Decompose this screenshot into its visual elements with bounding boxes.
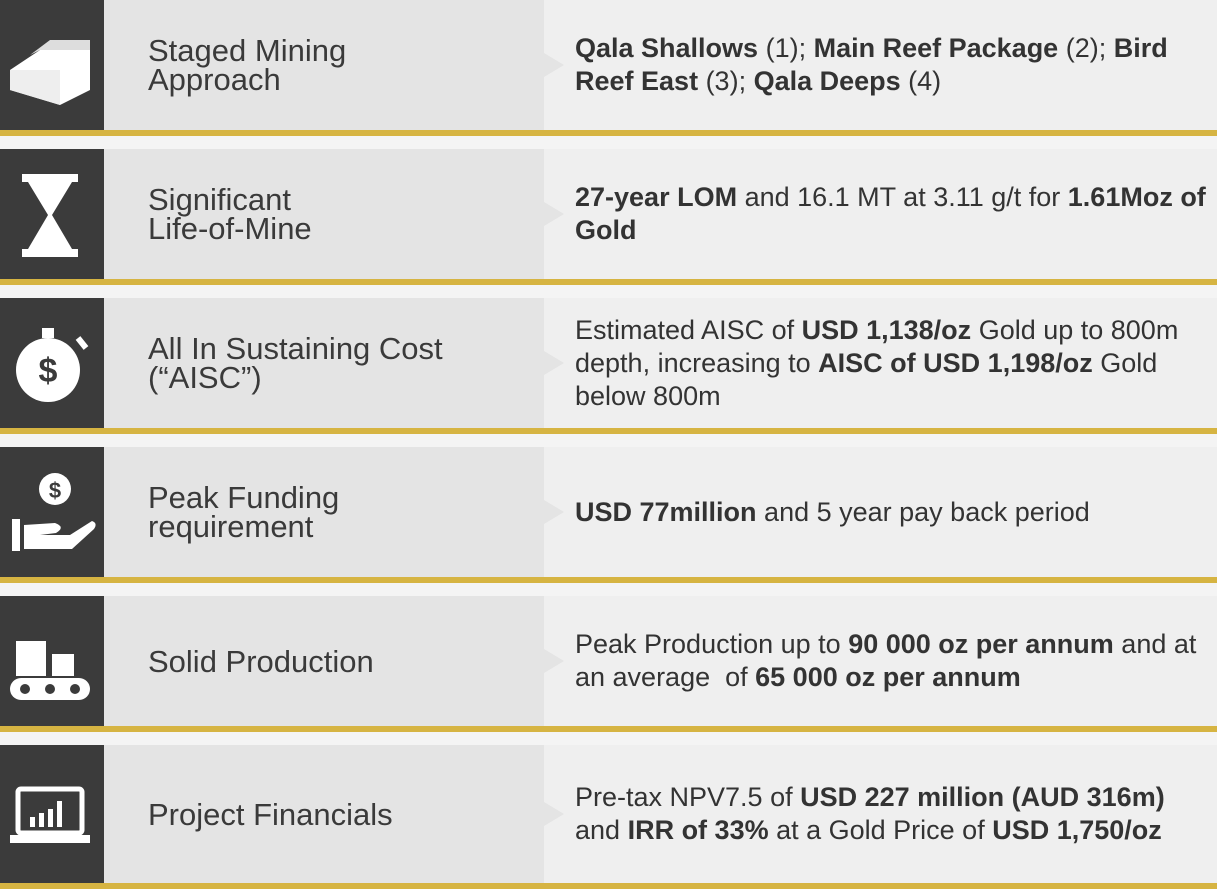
description-segment: Bird Reef East <box>575 33 1176 96</box>
chevron <box>544 802 564 826</box>
label-line: Significant <box>148 182 292 217</box>
row: Project Financials Pre-tax NPV7.5 of USD … <box>0 745 1217 889</box>
description-segment: Peak Production up to <box>575 629 849 659</box>
icon <box>0 149 104 279</box>
gold-divider <box>0 279 1217 285</box>
svg-text:$: $ <box>39 352 58 390</box>
gold-divider <box>0 428 1217 434</box>
icon-graphic <box>10 40 90 105</box>
description: Qala Shallows (1); Main Reef Package (2)… <box>575 32 1207 98</box>
icon: $ <box>0 298 104 428</box>
label-background <box>104 596 544 726</box>
label: Project Financials <box>148 796 393 832</box>
label: Peak Funding requirement <box>148 480 340 544</box>
label-background <box>104 298 544 428</box>
label-background <box>104 745 544 883</box>
icon-graphic: $ <box>12 473 96 551</box>
description-segment: at a Gold Price of <box>768 815 993 845</box>
description-segment: Qala Shallows <box>575 33 759 63</box>
description-segment: USD 1,138/oz <box>801 314 972 345</box>
icon <box>0 745 104 883</box>
icon-graphic: $ <box>16 328 89 402</box>
label: Significant Life-of-Mine <box>148 182 312 246</box>
description-segment: Pre-tax NPV7.5 of <box>575 782 801 812</box>
description-segment: (2); <box>1058 33 1114 63</box>
icon-graphic <box>22 174 78 257</box>
description-background <box>544 447 1217 577</box>
row: Staged Mining Approach Qala Shallows (1); … <box>0 0 1217 136</box>
description-segment: (3); <box>698 66 754 96</box>
description-segment: (1); <box>758 33 814 63</box>
description: 27-year LOM and 16.1 MT at 3.11 g/t for … <box>575 181 1207 247</box>
label-line: Life-of-Mine <box>148 211 312 246</box>
chevron <box>544 649 564 673</box>
gold-divider <box>0 726 1217 732</box>
description-segment: Gold below 800m <box>575 347 1165 411</box>
description: Peak Production up to 90 000 oz per annu… <box>575 628 1207 694</box>
description-segment: and at an average of <box>575 629 1204 692</box>
description-segment: 27-year LOM <box>575 182 738 212</box>
description-background <box>544 745 1217 883</box>
chevron <box>544 500 564 524</box>
label-line: Solid Production <box>148 643 374 679</box>
description-segment: USD 1,750/oz <box>992 815 1162 845</box>
row: Solid Production Peak Production up to 90… <box>0 596 1217 732</box>
description: Estimated AISC of USD 1,138/oz Gold up t… <box>575 314 1207 413</box>
label-line: Approach <box>148 62 281 97</box>
icon-graphic <box>10 641 90 700</box>
icon-graphic <box>10 786 90 843</box>
gold-divider <box>0 130 1217 136</box>
description-segment: and 5 year pay back period <box>756 496 1090 527</box>
description-segment: 1.61Moz of Gold <box>575 182 1214 245</box>
description-segment: Qala Deeps <box>753 66 901 96</box>
description-segment: Gold up to 800m depth, increasing to <box>575 314 1186 378</box>
gold-divider <box>0 883 1217 889</box>
description-segment: and 16.1 MT at 3.11 g/t for <box>737 182 1068 212</box>
description-segment: Estimated AISC of <box>575 314 802 345</box>
row: Significant Life-of-Mine 27-year LOM and 1… <box>0 149 1217 285</box>
label-background <box>104 149 544 279</box>
description-background <box>544 596 1217 726</box>
svg-text:$: $ <box>49 478 61 503</box>
description-segment: USD 77million <box>575 496 757 527</box>
description: USD 77million and 5 year pay back period <box>575 496 1207 529</box>
description-segment: USD 227 million (AUD 316m) <box>800 782 1165 812</box>
icon: $ <box>0 447 104 577</box>
label-background <box>104 447 544 577</box>
label-line: Peak Funding <box>148 480 340 515</box>
label-line: Project Financials <box>148 796 393 832</box>
row: $ All In Sustaining Cost (“AISC”) Estimated… <box>0 298 1217 434</box>
label-line: Staged Mining <box>148 33 347 68</box>
description-segment: Main Reef Package <box>813 33 1059 63</box>
label-line: requirement <box>148 509 314 544</box>
gold-divider <box>0 577 1217 583</box>
icon <box>0 596 104 726</box>
description: Pre-tax NPV7.5 of USD 227 million (AUD 3… <box>575 781 1207 847</box>
chevron <box>544 351 564 375</box>
icon <box>0 0 104 130</box>
chevron <box>544 53 564 77</box>
description-background <box>544 0 1217 130</box>
description-background <box>544 298 1217 428</box>
description-segment: 90 000 oz per annum <box>848 629 1114 659</box>
description-segment: (4) <box>900 66 942 96</box>
label-background <box>104 0 544 130</box>
label: All In Sustaining Cost (“AISC”) <box>148 331 443 395</box>
label-line: (“AISC”) <box>148 360 262 395</box>
label: Solid Production <box>148 643 374 679</box>
label: Staged Mining Approach <box>148 33 347 97</box>
description-background <box>544 149 1217 279</box>
description-segment: 65 000 oz per annum <box>755 662 1021 692</box>
description-segment: IRR of 33% <box>627 815 769 845</box>
description-segment: and <box>575 782 1173 845</box>
label-line: All In Sustaining Cost <box>148 331 443 366</box>
description-segment: AISC of USD 1,198/oz <box>818 347 1093 378</box>
row: $ Peak Funding requirement USD 77million an… <box>0 447 1217 583</box>
chevron <box>544 202 564 226</box>
